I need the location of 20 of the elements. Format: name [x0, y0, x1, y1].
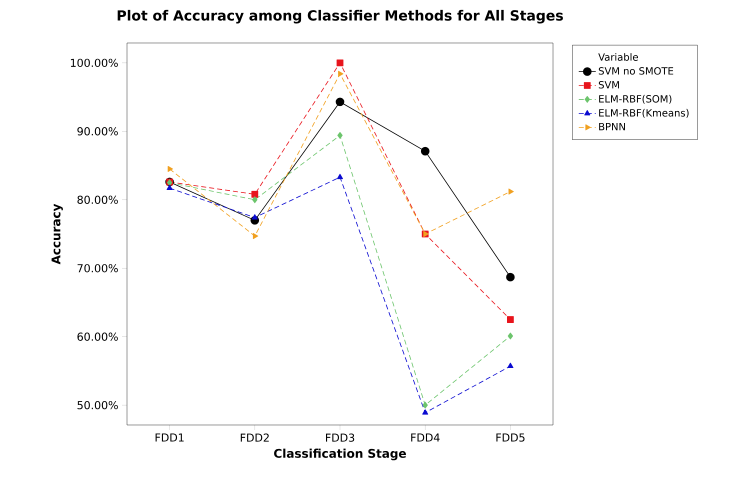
legend-label: ELM-RBF(SOM) [599, 94, 672, 104]
x-tick-label: FDD5 [496, 434, 525, 442]
y-tick-label: 80.00% [77, 196, 118, 204]
x-tick-label: FDD4 [411, 434, 440, 442]
y-axis-title: Accuracy [52, 204, 63, 264]
chart-title: Plot of Accuracy among Classifier Methods for All Stages [118, 10, 563, 24]
y-tick-label: 70.00% [78, 264, 118, 272]
y-tick-label: 60.00% [77, 332, 118, 341]
x-tick-label: FDD3 [326, 434, 354, 442]
x-axis-title: Classification Stage [274, 448, 406, 460]
legend-label: SVM no SMOTE [598, 67, 674, 75]
x-tick-label: FDD2 [240, 434, 269, 442]
y-tick-label: 100.00% [70, 58, 118, 67]
y-tick-label: 50.00% [78, 401, 118, 410]
legend-label: BPNN [599, 122, 625, 130]
legend-label: ELM-RBF(Kmeans) [599, 108, 689, 118]
y-tick-label: 90.00% [77, 127, 118, 136]
x-tick-label: FDD1 [156, 434, 184, 442]
legend-title: Variable [598, 53, 638, 61]
legend-label: SVM [598, 81, 619, 89]
